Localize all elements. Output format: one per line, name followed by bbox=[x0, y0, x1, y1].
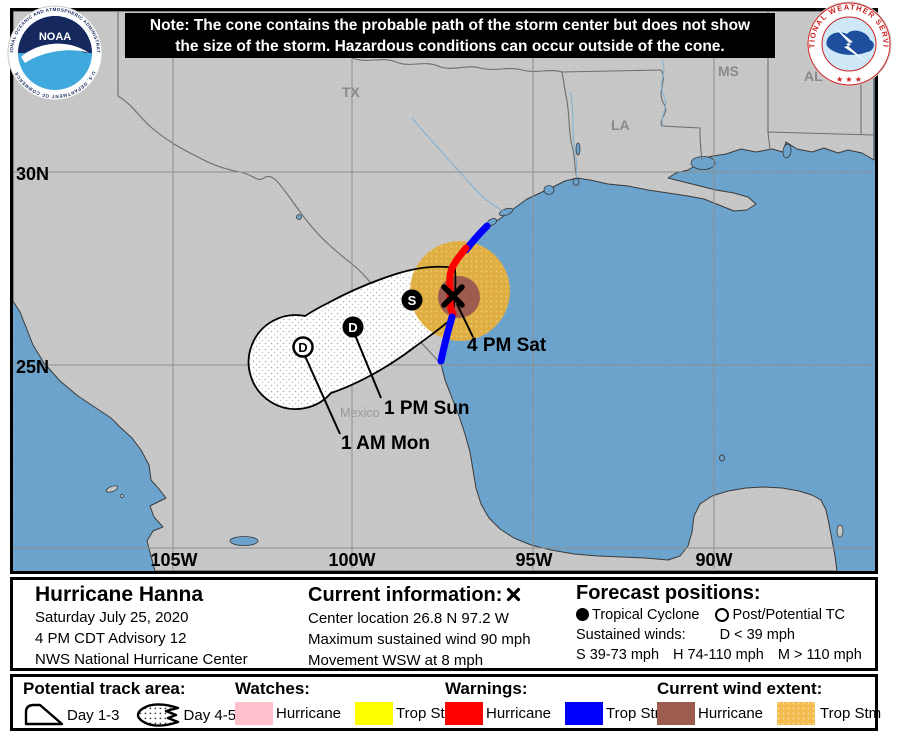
label-4pm-sat: 4 PM Sat bbox=[467, 335, 547, 356]
map-svg: S D D 4 PM Sat 1 PM Sun 1 AM Mon TX LA M… bbox=[13, 11, 875, 571]
hurricane-extent-label: Hurricane bbox=[698, 705, 764, 722]
current-position-x-icon bbox=[506, 584, 521, 608]
legend-warnings-title: Warnings: bbox=[445, 679, 528, 698]
hurricane-warning-swatch bbox=[445, 702, 483, 725]
rivers bbox=[411, 59, 667, 215]
forecast-point-s: S bbox=[401, 289, 423, 311]
label-la: LA bbox=[611, 117, 630, 133]
wind-scale-s: S 39-73 mph bbox=[576, 647, 660, 663]
tropical-cyclone-label: Tropical Cyclone bbox=[592, 607, 700, 623]
svg-text:D: D bbox=[298, 340, 307, 355]
current-info-title: Current information: bbox=[308, 584, 503, 606]
legend-wind-extent-title: Current wind extent: bbox=[657, 679, 823, 698]
trop-stm-warning-label: Trop Stm bbox=[606, 705, 668, 722]
post-potential-tc-label: Post/Potential TC bbox=[732, 607, 846, 623]
legend-wind-extent: Current wind extent: Hurricane Trop Stm bbox=[657, 679, 895, 725]
map: S D D 4 PM Sat 1 PM Sun 1 AM Mon TX LA M… bbox=[10, 8, 878, 574]
current-information: Current information: Center location 26.… bbox=[308, 583, 531, 671]
trop-stm-watch-swatch bbox=[355, 702, 394, 725]
forecast-point-d-sun: D bbox=[342, 316, 364, 338]
trop-stm-extent-swatch bbox=[777, 702, 816, 725]
nws-logo: NATIONAL WEATHER SERVICE ★ ★ ★ bbox=[806, 1, 892, 87]
note-banner: Note: The cone contains the probable pat… bbox=[125, 13, 775, 58]
hurricane-warning-label: Hurricane bbox=[486, 705, 552, 722]
day-4-5-cone-icon bbox=[134, 702, 182, 728]
noaa-wordmark: NOAA bbox=[39, 31, 71, 43]
nws-lightning-icon bbox=[834, 27, 865, 61]
storm-summary: Hurricane Hanna Saturday July 25, 2020 4… bbox=[35, 583, 248, 670]
current-position-x-marker bbox=[441, 284, 465, 308]
tropical-cyclone-icon bbox=[576, 608, 589, 621]
svg-text:D: D bbox=[348, 320, 357, 335]
label-90w: 90W bbox=[695, 550, 732, 570]
label-mexico: Mexico bbox=[340, 406, 380, 420]
label-105w: 105W bbox=[150, 550, 197, 570]
noaa-gull-icon bbox=[21, 43, 89, 64]
label-95w: 95W bbox=[515, 550, 552, 570]
wind-scale-h: H 74-110 mph bbox=[673, 647, 764, 663]
current-movement: Movement WSW at 8 mph bbox=[308, 652, 484, 669]
current-wind: Maximum sustained wind 90 mph bbox=[308, 631, 531, 648]
label-100w: 100W bbox=[328, 550, 375, 570]
label-30n: 30N bbox=[16, 164, 49, 184]
label-25n: 25N bbox=[16, 357, 49, 377]
forecast-point-d-mon: D bbox=[292, 336, 314, 358]
storm-date: Saturday July 25, 2020 bbox=[35, 609, 189, 626]
wind-scale-m: M > 110 mph bbox=[777, 647, 862, 663]
wind-extent-hurricane-circle bbox=[438, 276, 480, 318]
leader-lines bbox=[304, 303, 474, 435]
legend-track-area: Potential track area: Day 1-3 Day 4-5 bbox=[23, 679, 250, 728]
storm-agency: NWS National Hurricane Center bbox=[35, 651, 248, 668]
post-potential-tc-icon bbox=[715, 608, 730, 622]
noaa-logo: NATIONAL OCEANIC AND ATMOSPHERIC ADMINIS… bbox=[7, 5, 103, 101]
hurricane-watch-label: Hurricane bbox=[276, 705, 342, 722]
forecast-positions: Forecast positions: Tropical Cyclone Post… bbox=[576, 581, 862, 665]
nws-stars: ★ ★ ★ bbox=[836, 75, 862, 84]
islands bbox=[105, 454, 844, 538]
svg-text:S: S bbox=[408, 293, 417, 308]
legend-watches: Watches: Hurricane Trop Stm bbox=[235, 679, 471, 725]
trop-stm-warning-south bbox=[437, 313, 456, 365]
storm-title: Hurricane Hanna bbox=[35, 583, 204, 606]
storm-advisory: 4 PM CDT Advisory 12 bbox=[35, 630, 187, 647]
hurricane-extent-swatch bbox=[657, 702, 695, 725]
legend-track-title: Potential track area: bbox=[23, 679, 186, 698]
legend-panel: Potential track area: Day 1-3 Day 4-5 Wa… bbox=[10, 674, 881, 731]
trop-stm-warning-swatch bbox=[565, 702, 604, 725]
forecast-cone-outline bbox=[247, 265, 457, 410]
trop-stm-watch-label: Trop Stm bbox=[396, 705, 458, 722]
label-1am-mon: 1 AM Mon bbox=[341, 433, 430, 454]
day-1-3-label: Day 1-3 bbox=[67, 706, 120, 724]
day-4-5-label: Day 4-5 bbox=[183, 706, 237, 724]
day-1-3-cone-icon bbox=[23, 702, 65, 728]
current-location: Center location 26.8 N 97.2 W bbox=[308, 610, 509, 627]
label-ms: MS bbox=[718, 63, 739, 79]
legend-warnings: Warnings: Hurricane Trop Stm bbox=[445, 679, 681, 725]
sustained-winds-label: Sustained winds: bbox=[576, 627, 686, 643]
legend-watches-title: Watches: bbox=[235, 679, 310, 698]
forecast-title: Forecast positions: bbox=[576, 582, 761, 604]
label-1pm-sun: 1 PM Sun bbox=[384, 398, 470, 419]
label-tx: TX bbox=[342, 84, 361, 100]
note-line-1: Note: The cone contains the probable pat… bbox=[149, 17, 751, 34]
info-panel: Hurricane Hanna Saturday July 25, 2020 4… bbox=[10, 577, 878, 671]
wind-scale-d: D < 39 mph bbox=[719, 627, 795, 643]
trop-stm-extent-label: Trop Stm bbox=[820, 705, 882, 722]
hurricane-watch-swatch bbox=[235, 702, 273, 725]
note-line-2: the size of the storm. Hazardous conditi… bbox=[175, 38, 725, 55]
